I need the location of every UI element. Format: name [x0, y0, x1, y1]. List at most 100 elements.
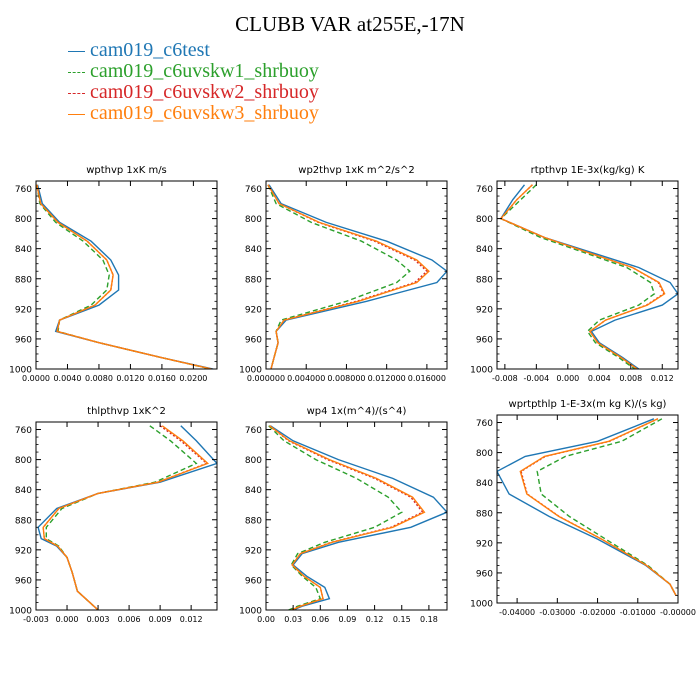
x-tick-label: 0.06: [311, 615, 329, 624]
x-tick-label: 0.03: [284, 615, 302, 624]
series-line: [36, 184, 211, 369]
series-line: [45, 425, 198, 610]
series-line: [499, 184, 656, 369]
series-line: [268, 184, 447, 369]
y-tick-label: 920: [15, 546, 32, 556]
y-tick-label: 840: [15, 486, 32, 496]
y-tick-label: 880: [476, 509, 493, 519]
plot-frame: [496, 414, 679, 604]
x-tick-label: -0.03000: [539, 608, 575, 617]
panel-title: wp4 1x(m^4)/(s^4): [307, 406, 407, 417]
y-tick-label: 840: [15, 245, 32, 255]
y-tick-label: 1000: [9, 607, 32, 617]
x-tick-label: 0.016000: [408, 374, 446, 383]
legend-swatch: [68, 51, 85, 52]
y-tick-label: 880: [245, 516, 262, 526]
legend-item: cam019_c6test: [66, 40, 319, 61]
x-tick-label: 0.00: [257, 615, 275, 624]
y-tick-label: 880: [15, 275, 32, 285]
x-tick-label: 0.004: [588, 374, 611, 383]
y-tick-label: 760: [476, 419, 493, 429]
series-line: [499, 184, 665, 369]
x-tick-label: 0.012: [651, 374, 674, 383]
y-tick-label: 1000: [239, 366, 262, 376]
x-tick-label: 0.15: [393, 615, 411, 624]
y-tick-label: 1000: [9, 366, 32, 376]
x-tick-label: 0.0080: [85, 374, 113, 383]
figure-title: CLUBB VAR at255E,-17N: [235, 12, 465, 36]
y-tick-label: 760: [15, 426, 32, 436]
series-line: [497, 418, 677, 596]
x-tick-label: 0.000000: [247, 374, 285, 383]
y-tick-label: 760: [476, 185, 493, 195]
x-tick-label: -0.004: [523, 374, 549, 383]
panel-title: thlpthvp 1xK^2: [87, 406, 166, 417]
x-tick-label: -0.00000: [660, 608, 696, 617]
legend-label: cam019_c6uvskw1_shrbuoy: [90, 60, 319, 82]
plot-frame: [265, 421, 448, 611]
plot-frame: [35, 180, 218, 370]
x-tick-label: 0.006: [118, 615, 141, 624]
x-tick-label: 0.012000: [368, 374, 406, 383]
y-tick-label: 920: [245, 546, 262, 556]
x-tick-label: 0.12: [366, 615, 384, 624]
chart-panel: rtpthvp 1E-3x(kg/kg) K 760 800 840 880 920 960…: [470, 165, 679, 383]
y-tick-label: 840: [245, 245, 262, 255]
x-tick-label: 0.009: [149, 615, 172, 624]
y-tick-label: 880: [245, 275, 262, 285]
y-tick-label: 920: [476, 539, 493, 549]
panel-title: rtpthvp 1E-3x(kg/kg) K: [531, 165, 645, 176]
series-line: [267, 184, 430, 369]
series-line: [269, 425, 424, 610]
x-tick-label: -0.01000: [620, 608, 656, 617]
x-tick-label: 0.0120: [116, 374, 144, 383]
y-tick-label: 840: [476, 479, 493, 489]
series-line: [536, 418, 677, 596]
y-tick-label: 800: [245, 456, 262, 466]
series-line: [36, 184, 212, 369]
series-line: [499, 184, 666, 369]
y-tick-label: 800: [476, 449, 493, 459]
chart-panel: wp2thvp 1xK m^2/s^2 760 800 840 880 920 960 100…: [239, 165, 448, 383]
x-tick-label: 0.09: [339, 615, 357, 624]
legend-swatch: [68, 114, 85, 115]
x-tick-label: 0.008000: [327, 374, 365, 383]
y-tick-label: 1000: [470, 366, 493, 376]
x-tick-label: 0.012: [180, 615, 203, 624]
plot-frame: [35, 421, 218, 611]
legend-label: cam019_c6uvskw2_shrbuoy: [90, 81, 319, 103]
legend-label: cam019_c6test: [90, 39, 210, 61]
y-tick-label: 800: [476, 215, 493, 225]
series-line: [36, 184, 214, 369]
y-tick-label: 800: [15, 456, 32, 466]
chart-panel: wp4 1x(m^4)/(s^4)76080084088092096010000…: [239, 406, 448, 624]
series-line: [268, 425, 403, 610]
series-line: [499, 184, 678, 369]
y-tick-label: 960: [245, 335, 262, 345]
chart-panel: thlpthvp 1xK^2 760 800 840 880 920 960 1000-0.0…: [9, 406, 218, 624]
y-tick-label: 840: [476, 245, 493, 255]
x-tick-label: 0.000: [556, 374, 579, 383]
x-tick-label: 0.18: [420, 615, 438, 624]
y-tick-label: 880: [476, 275, 493, 285]
y-tick-label: 920: [245, 305, 262, 315]
y-tick-label: 960: [476, 335, 493, 345]
series-line: [520, 418, 677, 596]
y-tick-label: 960: [15, 576, 32, 586]
legend-swatch: [68, 93, 85, 94]
y-tick-label: 920: [15, 305, 32, 315]
y-tick-label: 800: [15, 215, 32, 225]
y-tick-label: 960: [245, 576, 262, 586]
legend-item: cam019_c6uvskw2_shrbuoy: [66, 82, 319, 103]
series-line: [42, 425, 209, 610]
x-tick-label: 0.004000: [287, 374, 325, 383]
series-line: [37, 425, 217, 610]
x-tick-label: 0.0040: [53, 374, 81, 383]
series-line: [270, 425, 447, 610]
panel-title: wp2thvp 1xK m^2/s^2: [298, 165, 414, 176]
panel-title: wprtpthlp 1-E-3x(m kg K)/(s kg): [509, 399, 667, 410]
y-tick-label: 1000: [239, 607, 262, 617]
y-tick-label: 1000: [470, 600, 493, 610]
series-line: [42, 425, 210, 610]
